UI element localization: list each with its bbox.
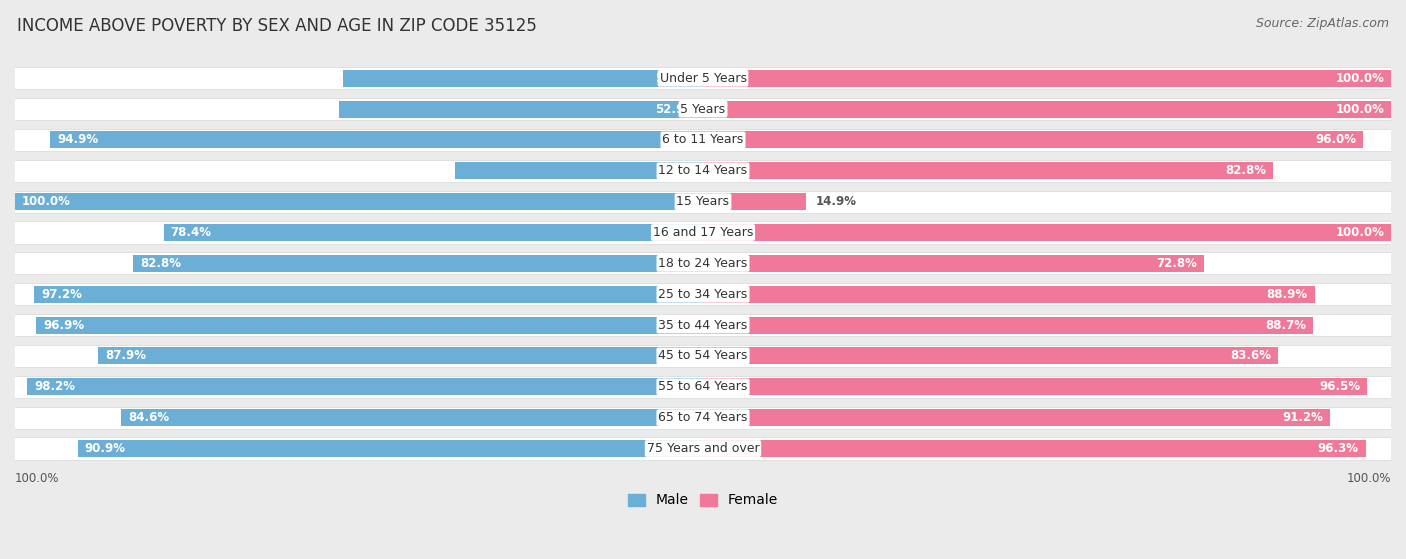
Text: 55 to 64 Years: 55 to 64 Years (658, 380, 748, 394)
Bar (703, 255, 1204, 272)
Text: 65 to 74 Years: 65 to 74 Years (658, 411, 748, 424)
Text: 18 to 24 Years: 18 to 24 Years (658, 257, 748, 270)
Bar (51, 131, 703, 149)
Bar (37, 316, 703, 334)
Bar (163, 224, 703, 241)
Text: Under 5 Years: Under 5 Years (659, 72, 747, 85)
Bar (8, 283, 1398, 305)
Text: 100.0%: 100.0% (1347, 472, 1391, 485)
Text: 84.6%: 84.6% (128, 411, 169, 424)
Text: 91.2%: 91.2% (1282, 411, 1323, 424)
Text: 15 Years: 15 Years (676, 195, 730, 208)
Text: 88.7%: 88.7% (1265, 319, 1306, 331)
Bar (34, 286, 703, 303)
Text: 16 and 17 Years: 16 and 17 Years (652, 226, 754, 239)
Text: 96.5%: 96.5% (1319, 380, 1360, 394)
Text: 100.0%: 100.0% (1336, 72, 1384, 85)
Text: 14.9%: 14.9% (815, 195, 856, 208)
Text: 78.4%: 78.4% (170, 226, 211, 239)
Bar (703, 131, 1364, 149)
Bar (8, 160, 1398, 182)
Text: 25 to 34 Years: 25 to 34 Years (658, 288, 748, 301)
Text: Source: ZipAtlas.com: Source: ZipAtlas.com (1256, 17, 1389, 30)
Bar (703, 70, 1391, 87)
Text: 100.0%: 100.0% (15, 472, 59, 485)
Text: 88.9%: 88.9% (1267, 288, 1308, 301)
Bar (77, 440, 703, 457)
Bar (339, 101, 703, 117)
Bar (703, 286, 1315, 303)
Text: 5 Years: 5 Years (681, 103, 725, 116)
Bar (343, 70, 703, 87)
Text: 98.2%: 98.2% (34, 380, 76, 394)
Text: 97.2%: 97.2% (41, 288, 82, 301)
Bar (703, 224, 1391, 241)
Text: 45 to 54 Years: 45 to 54 Years (658, 349, 748, 362)
Bar (456, 162, 703, 179)
Text: 96.3%: 96.3% (1317, 442, 1358, 455)
Bar (8, 221, 1398, 244)
Bar (8, 191, 1398, 213)
Text: 83.6%: 83.6% (1230, 349, 1271, 362)
Bar (8, 67, 1398, 89)
Text: 75 Years and over: 75 Years and over (647, 442, 759, 455)
Text: 12 to 14 Years: 12 to 14 Years (658, 164, 748, 177)
Text: 82.8%: 82.8% (1225, 164, 1265, 177)
Legend: Male, Female: Male, Female (623, 488, 783, 513)
Bar (8, 345, 1398, 367)
Text: 36.0%: 36.0% (655, 164, 696, 177)
Text: 35 to 44 Years: 35 to 44 Years (658, 319, 748, 331)
Text: 87.9%: 87.9% (105, 349, 146, 362)
Text: 100.0%: 100.0% (1336, 103, 1384, 116)
Text: 100.0%: 100.0% (22, 195, 70, 208)
Text: 96.9%: 96.9% (44, 319, 84, 331)
Bar (703, 409, 1330, 426)
Bar (703, 348, 1278, 364)
Bar (703, 440, 1365, 457)
Text: 72.8%: 72.8% (1156, 257, 1197, 270)
Bar (703, 101, 1391, 117)
Text: INCOME ABOVE POVERTY BY SEX AND AGE IN ZIP CODE 35125: INCOME ABOVE POVERTY BY SEX AND AGE IN Z… (17, 17, 537, 35)
Text: 90.9%: 90.9% (84, 442, 125, 455)
Bar (8, 376, 1398, 398)
Bar (27, 378, 703, 395)
Text: 6 to 11 Years: 6 to 11 Years (662, 134, 744, 146)
Bar (8, 252, 1398, 274)
Bar (15, 193, 703, 210)
Text: 52.9%: 52.9% (655, 103, 696, 116)
Bar (8, 406, 1398, 429)
Bar (134, 255, 703, 272)
Bar (703, 193, 806, 210)
Bar (8, 437, 1398, 459)
Bar (8, 314, 1398, 336)
Bar (703, 378, 1367, 395)
Bar (703, 316, 1313, 334)
Bar (703, 162, 1272, 179)
Text: 100.0%: 100.0% (1336, 226, 1384, 239)
Bar (8, 98, 1398, 120)
Bar (98, 348, 703, 364)
Bar (121, 409, 703, 426)
Text: 52.3%: 52.3% (655, 72, 696, 85)
Text: 94.9%: 94.9% (58, 134, 98, 146)
Text: 96.0%: 96.0% (1316, 134, 1357, 146)
Text: 82.8%: 82.8% (141, 257, 181, 270)
Bar (8, 129, 1398, 151)
